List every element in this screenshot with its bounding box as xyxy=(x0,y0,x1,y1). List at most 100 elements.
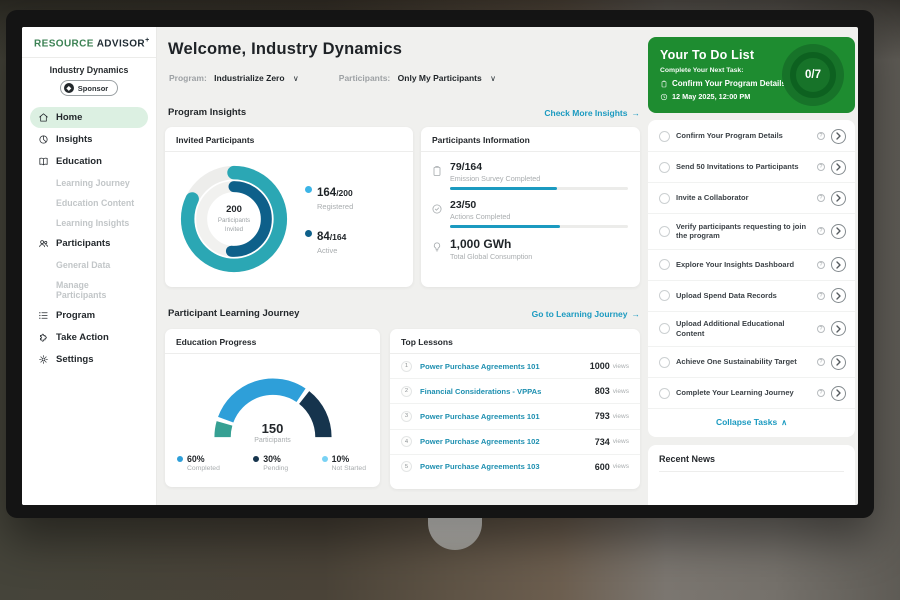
people-icon xyxy=(38,238,49,249)
filters-row: Program: Industrialize Zero ∨ Participan… xyxy=(169,73,496,83)
task-row[interactable]: Explore Your Insights Dashboard ? xyxy=(648,250,855,281)
chevron-right-button[interactable] xyxy=(831,160,846,175)
chevron-right-button[interactable] xyxy=(831,288,846,303)
sidebar-item-learning-insights[interactable]: Learning Insights xyxy=(30,213,148,233)
sidebar-item-participants[interactable]: Participants xyxy=(30,233,148,254)
task-row[interactable]: Confirm Your Program Details ? xyxy=(648,121,855,152)
task-checkbox[interactable] xyxy=(659,226,670,237)
participants-dropdown[interactable]: Participants: Only My Participants ∨ xyxy=(339,73,496,83)
gear-icon xyxy=(38,354,49,365)
chevron-right-button[interactable] xyxy=(831,386,846,401)
task-label: Upload Additional Educational Content xyxy=(676,319,811,339)
progress-bar xyxy=(450,225,628,228)
chevron-right-button[interactable] xyxy=(831,129,846,144)
task-checkbox[interactable] xyxy=(659,131,670,142)
collapse-tasks-link[interactable]: Collapse Tasks∧ xyxy=(648,409,855,436)
recent-news-card: Recent News xyxy=(648,445,855,505)
task-label: Complete Your Learning Journey xyxy=(676,388,811,398)
task-checkbox[interactable] xyxy=(659,357,670,368)
sidebar-item-learning-journey[interactable]: Learning Journey xyxy=(30,173,148,193)
arrow-right-icon: → xyxy=(632,108,641,118)
program-dropdown[interactable]: Program: Industrialize Zero ∨ xyxy=(169,73,299,83)
info-icon[interactable]: ? xyxy=(817,194,825,202)
insights-icon xyxy=(38,134,49,145)
chevron-right-button[interactable] xyxy=(831,224,846,239)
list-icon xyxy=(38,310,49,321)
info-icon[interactable]: ? xyxy=(817,292,825,300)
task-row[interactable]: Verify participants requesting to join t… xyxy=(648,214,855,250)
sidebar-item-home[interactable]: Home xyxy=(30,107,148,128)
task-checkbox[interactable] xyxy=(659,290,670,301)
lesson-link[interactable]: Power Purchase Agreements 101 xyxy=(420,412,595,421)
task-row[interactable]: Upload Additional Educational Content ? xyxy=(648,312,855,348)
puzzle-icon xyxy=(38,332,49,343)
info-icon[interactable]: ? xyxy=(817,389,825,397)
rank-badge: 5 xyxy=(401,461,412,472)
divider xyxy=(22,57,156,58)
task-label: Invite a Collaborator xyxy=(676,193,811,203)
views-count: 600 xyxy=(595,462,610,472)
participants-information-card: Participants Information 79/164 Emission… xyxy=(421,127,640,287)
sidebar-item-label: Take Action xyxy=(56,332,109,343)
info-icon[interactable]: ? xyxy=(817,227,825,235)
task-row[interactable]: Upload Spend Data Records ? xyxy=(648,281,855,312)
lesson-row: 2 Financial Considerations - VPPAs 803 v… xyxy=(390,379,640,404)
section-heading: Program Insights xyxy=(168,107,246,118)
views-suffix: views xyxy=(613,363,629,370)
lesson-link[interactable]: Power Purchase Agreements 103 xyxy=(420,462,595,471)
task-checkbox[interactable] xyxy=(659,323,670,334)
chevron-right-button[interactable] xyxy=(831,257,846,272)
sidebar-item-label: Settings xyxy=(56,354,93,365)
info-icon[interactable]: ? xyxy=(817,325,825,333)
sidebar-item-insights[interactable]: Insights xyxy=(30,129,148,150)
legend-pending: 30% Pending xyxy=(253,454,288,472)
chevron-right-button[interactable] xyxy=(831,355,846,370)
views-suffix: views xyxy=(613,463,629,470)
legend-not-started: 10% Not Started xyxy=(322,454,366,472)
todo-summary-card: Your To Do List Complete Your Next Task:… xyxy=(648,37,855,113)
sidebar-item-education[interactable]: Education xyxy=(30,151,148,172)
monitor-bezel: RESOURCE ADVISOR+ Industry Dynamics ◆ Sp… xyxy=(6,10,874,518)
task-checkbox[interactable] xyxy=(659,259,670,270)
sidebar-item-label: Education xyxy=(56,156,102,167)
sidebar-item-general-data[interactable]: General Data xyxy=(30,255,148,275)
sidebar-item-education-content[interactable]: Education Content xyxy=(30,193,148,213)
sidebar-item-settings[interactable]: Settings xyxy=(30,349,148,370)
top-lessons-card: Top Lessons 1 Power Purchase Agreements … xyxy=(390,329,640,489)
rank-badge: 1 xyxy=(401,361,412,372)
todo-progress-value: 0/7 xyxy=(805,69,821,81)
info-icon[interactable]: ? xyxy=(817,163,825,171)
views-suffix: views xyxy=(613,438,629,445)
check-more-insights-link[interactable]: Check More Insights→ xyxy=(544,108,640,118)
task-row[interactable]: Send 50 Invitations to Participants ? xyxy=(648,152,855,183)
gauge-center-value: 150 xyxy=(197,421,349,436)
sidebar-item-manage-participants[interactable]: Manage Participants xyxy=(30,275,148,305)
program-insights-header: Program Insights Check More Insights→ xyxy=(168,107,640,118)
sidebar: RESOURCE ADVISOR+ Industry Dynamics ◆ Sp… xyxy=(22,27,157,505)
task-checkbox[interactable] xyxy=(659,162,670,173)
check-circle-icon xyxy=(431,203,443,215)
task-label: Verify participants requesting to join t… xyxy=(676,222,811,242)
sidebar-item-program[interactable]: Program xyxy=(30,305,148,326)
task-row[interactable]: Achieve One Sustainability Target ? xyxy=(648,347,855,378)
info-icon[interactable]: ? xyxy=(817,132,825,140)
lesson-link[interactable]: Power Purchase Agreements 102 xyxy=(420,437,595,446)
task-checkbox[interactable] xyxy=(659,388,670,399)
info-icon[interactable]: ? xyxy=(817,261,825,269)
task-row[interactable]: Complete Your Learning Journey ? xyxy=(648,378,855,409)
sidebar-item-take-action[interactable]: Take Action xyxy=(30,327,148,348)
lesson-row: 3 Power Purchase Agreements 101 793 view… xyxy=(390,404,640,429)
info-icon[interactable]: ? xyxy=(817,358,825,366)
go-to-learning-journey-link[interactable]: Go to Learning Journey→ xyxy=(532,309,640,319)
task-row[interactable]: Invite a Collaborator ? xyxy=(648,183,855,214)
lesson-link[interactable]: Power Purchase Agreements 101 xyxy=(420,362,590,371)
lesson-link[interactable]: Financial Considerations - VPPAs xyxy=(420,387,595,396)
task-checkbox[interactable] xyxy=(659,193,670,204)
card-title: Education Progress xyxy=(165,329,380,354)
app-logo: RESOURCE ADVISOR+ xyxy=(30,37,148,49)
chevron-right-button[interactable] xyxy=(831,321,846,336)
progress-bar xyxy=(450,187,628,190)
lesson-row: 4 Power Purchase Agreements 102 734 view… xyxy=(390,430,640,455)
views-count: 1000 xyxy=(590,361,610,371)
chevron-right-button[interactable] xyxy=(831,191,846,206)
